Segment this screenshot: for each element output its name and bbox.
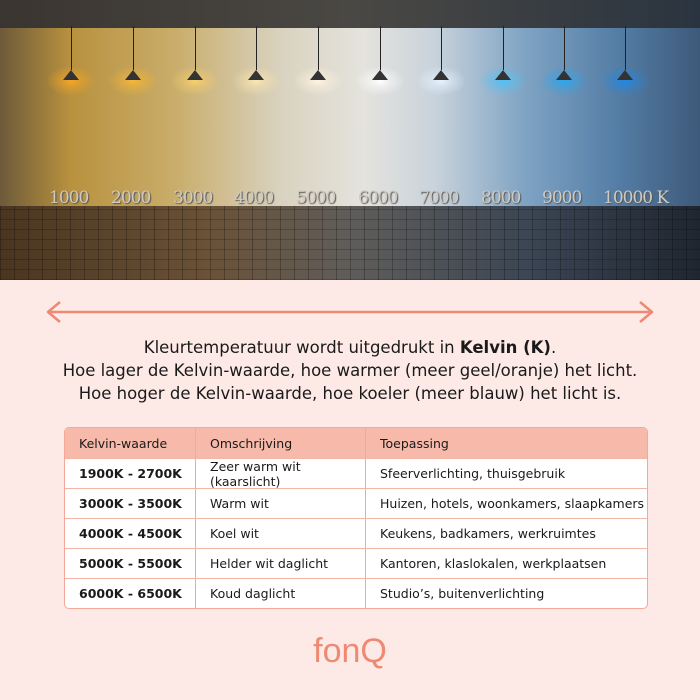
kelvin-label: 1000 [49, 188, 89, 208]
pendant-lamp [293, 26, 343, 96]
table-row: 5000K - 5500K Helder wit daglicht Kantoren… [65, 548, 647, 578]
application-cell: Kantoren, klaslokalen, werkplaatsen [380, 556, 607, 571]
kelvin-label: 3000 [173, 188, 213, 208]
application-cell: Sfeerverlichting, thuisgebruik [380, 466, 566, 481]
header-description: Omschrijving [196, 428, 366, 458]
pendant-lamp [170, 26, 220, 96]
pendant-lamp [478, 26, 528, 96]
kelvin-cell: 1900K - 2700K [65, 459, 196, 488]
description-cell: Koud daglicht [196, 579, 366, 608]
kelvin-label: 7000 [419, 188, 459, 208]
table-header: Kelvin-waarde Omschrijving Toepassing [65, 428, 647, 458]
pendant-lamp [355, 26, 405, 96]
intro-line1: Kleurtemperatuur wordt uitgedrukt in [143, 338, 460, 357]
kelvin-bold: Kelvin (K) [459, 338, 551, 357]
pendant-lamp [416, 26, 466, 96]
intro-text: Kleurtemperatuur wordt uitgedrukt in Kel… [0, 336, 700, 405]
color-temperature-photo: 1000 2000 3000 4000 5000 6000 7000 8000 9000 1000… [0, 0, 700, 280]
description-cell: Zeer warm wit (kaarslicht) [196, 459, 366, 489]
kelvin-cell: 6000K - 6500K [65, 579, 196, 608]
description-cell: Koel wit [196, 519, 366, 548]
kelvin-cell: 5000K - 5500K [65, 549, 196, 578]
kelvin-label: 9000 [542, 188, 582, 208]
kelvin-label: 6000 [358, 188, 398, 208]
pendant-lamp [539, 26, 589, 96]
application-cell: Keukens, badkamers, werkruimtes [380, 526, 596, 541]
kelvin-label: 8000 [481, 188, 521, 208]
table-row: 1900K - 2700K Zeer warm wit (kaarslicht) S… [65, 458, 647, 489]
kelvin-cell: 4000K - 4500K [65, 519, 196, 548]
application-cell: Huizen, hotels, woonkamers, slaapkamers [380, 496, 645, 511]
pendant-lamp [231, 26, 281, 96]
description-cell: Warm wit [196, 489, 366, 518]
fonq-logo: fonQ [313, 632, 387, 670]
kelvin-label: 10000 K [603, 188, 669, 208]
description-cell: Helder wit daglicht [196, 549, 366, 578]
kelvin-cell: 3000K - 3500K [65, 489, 196, 518]
kelvin-table: Kelvin-waarde Omschrijving Toepassing 19… [64, 427, 648, 609]
pendant-lamp [600, 26, 650, 96]
intro-line3: Hoe hoger de Kelvin-waarde, hoe koeler (… [78, 384, 622, 403]
header-kelvin: Kelvin-waarde [65, 428, 196, 458]
application-cell: Studio’s, buitenverlichting [380, 586, 545, 601]
table-row: 3000K - 3500K Warm wit Huizen, hotels, woo… [65, 488, 647, 518]
kelvin-label: 2000 [111, 188, 151, 208]
intro-line2: Hoe lager de Kelvin-waarde, hoe warmer (… [62, 361, 638, 380]
intro-line1-end: . [550, 338, 557, 357]
header-application: Toepassing [380, 435, 449, 451]
kelvin-label: 5000 [296, 188, 336, 208]
pendant-lamp [108, 26, 158, 96]
wall [0, 28, 700, 206]
table-row: 4000K - 4500K Koel wit Keukens, badkamers,… [65, 518, 647, 548]
table-row: 6000K - 6500K Koud daglicht Studio’s, buit… [65, 578, 647, 608]
kelvin-label: 4000 [234, 188, 274, 208]
ceiling [0, 0, 700, 28]
pendant-lamp [46, 26, 96, 96]
floor [0, 206, 700, 280]
double-arrow-icon [46, 301, 654, 323]
